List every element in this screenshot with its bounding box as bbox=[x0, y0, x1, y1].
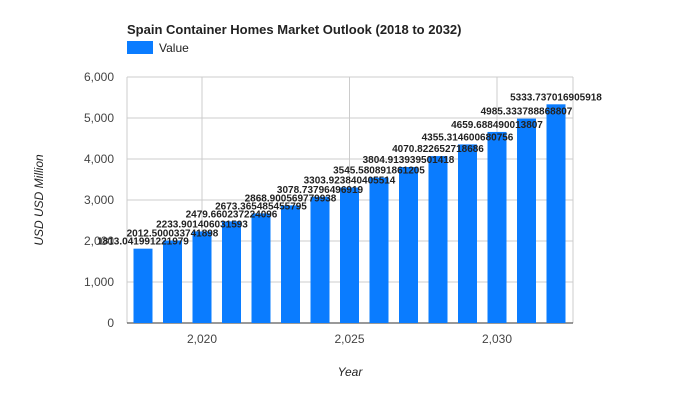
y-tick-label: 2,000 bbox=[84, 234, 114, 248]
legend-swatch bbox=[127, 41, 153, 54]
data-label: 2673.365485455795 bbox=[215, 201, 307, 212]
bar[interactable] bbox=[133, 248, 153, 323]
bar[interactable] bbox=[428, 156, 448, 323]
bar[interactable] bbox=[222, 221, 241, 323]
data-label: 3078.73796496919 bbox=[277, 185, 364, 196]
x-axis-title: Year bbox=[338, 365, 364, 379]
bar[interactable] bbox=[310, 196, 330, 323]
y-axis-title: USD USD Million bbox=[32, 154, 46, 246]
bar[interactable] bbox=[546, 104, 566, 324]
bar[interactable] bbox=[281, 205, 300, 323]
y-tick-label: 4,000 bbox=[84, 152, 114, 166]
bar[interactable] bbox=[251, 213, 271, 323]
data-label: 3303.923840405514 bbox=[304, 176, 396, 187]
data-label: 2868.900569779938 bbox=[245, 193, 337, 204]
bar[interactable] bbox=[369, 177, 389, 323]
legend-label[interactable]: Value bbox=[159, 41, 189, 55]
data-label: 2012.500033741898 bbox=[127, 228, 219, 239]
chart-title: Spain Container Homes Market Outlook (20… bbox=[127, 22, 461, 37]
data-label: 4659.688490013807 bbox=[451, 120, 543, 131]
bar[interactable] bbox=[458, 144, 477, 323]
bar[interactable] bbox=[517, 118, 536, 323]
data-label: 5333.737016905918 bbox=[510, 92, 602, 103]
y-tick-label: 1,000 bbox=[84, 275, 114, 289]
data-label: 3804.913939501418 bbox=[363, 155, 455, 166]
y-tick-label: 5,000 bbox=[84, 111, 114, 125]
bar[interactable] bbox=[163, 240, 182, 323]
data-labels: 1813.0419912219792012.5000337418982233.9… bbox=[97, 92, 602, 247]
y-tick-label: 3,000 bbox=[84, 193, 114, 207]
data-label: 4070.822652718686 bbox=[392, 144, 484, 155]
x-tick-label: 2,020 bbox=[187, 332, 217, 346]
x-tick-label: 2,025 bbox=[334, 332, 364, 346]
data-label: 4355.314600680756 bbox=[422, 132, 514, 143]
bar[interactable] bbox=[487, 131, 507, 323]
bar[interactable] bbox=[399, 166, 418, 323]
y-tick-label: 6,000 bbox=[84, 70, 114, 84]
bar[interactable] bbox=[340, 187, 359, 323]
data-label: 2479.660237224096 bbox=[186, 209, 278, 220]
data-label: 1813.041991221979 bbox=[97, 237, 189, 248]
bars bbox=[133, 104, 566, 324]
y-tick-label: 0 bbox=[107, 316, 114, 330]
data-label: 4985.333788868807 bbox=[481, 107, 573, 118]
data-label: 2233.901406031593 bbox=[156, 219, 248, 230]
data-label: 3545.580891861205 bbox=[333, 166, 425, 177]
x-tick-label: 2,030 bbox=[482, 332, 512, 346]
bar[interactable] bbox=[192, 231, 212, 323]
